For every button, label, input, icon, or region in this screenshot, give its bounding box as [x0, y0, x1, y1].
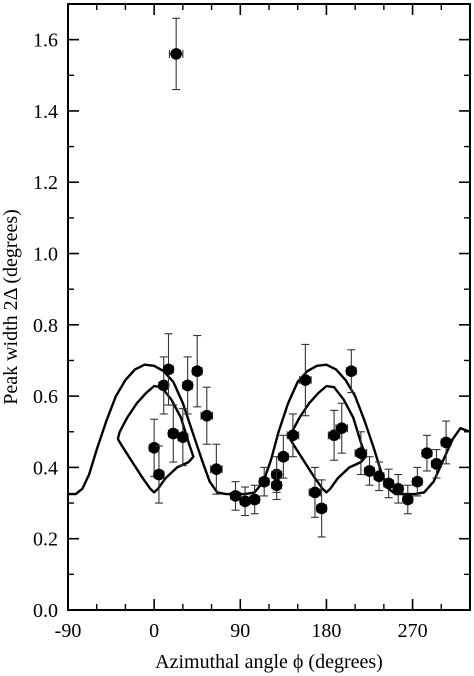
data-point [177, 408, 189, 467]
data-marker [167, 427, 180, 440]
y-tick-label: 0.2 [33, 529, 58, 551]
data-marker [277, 450, 290, 463]
data-marker [191, 365, 204, 377]
data-marker [315, 502, 328, 515]
data-marker [401, 493, 414, 506]
data-marker [258, 475, 271, 488]
data-marker [411, 475, 424, 488]
data-point [286, 413, 300, 458]
data-marker [162, 363, 175, 376]
x-tick-label: 90 [230, 620, 250, 642]
data-marker [440, 436, 452, 449]
data-marker [345, 365, 358, 377]
data-point [191, 334, 204, 408]
data-marker [421, 447, 433, 459]
data-point [181, 356, 194, 415]
data-point [315, 479, 328, 538]
model-curve-1 [116, 384, 195, 494]
data-point [411, 466, 424, 497]
y-tick-label: 1.6 [33, 30, 58, 52]
data-point [200, 386, 214, 445]
data-point [363, 456, 376, 486]
data-point [335, 402, 349, 454]
y-tick-label: 1.0 [33, 244, 58, 266]
data-point [210, 443, 223, 495]
data-marker [177, 431, 189, 443]
data-point [167, 404, 180, 463]
data-point [440, 420, 452, 465]
data-point [345, 349, 358, 394]
data-marker [229, 490, 242, 502]
data-marker [363, 465, 376, 477]
data-point [148, 418, 160, 477]
data-marker [157, 379, 170, 392]
data-marker [153, 468, 165, 481]
axis-ticks: -90 0 90 180 270 0.0 0.2 0.4 0.6 0.8 1.0 1.2 1.4 1.6 [33, 4, 470, 642]
data-marker [200, 409, 213, 422]
x-tick-label: -90 [55, 620, 82, 642]
y-tick-label: 0.0 [33, 600, 58, 622]
data-marker [181, 379, 194, 392]
y-tick-label: 0.4 [33, 457, 58, 479]
y-tick-label: 0.8 [33, 315, 58, 337]
x-tick-label: 180 [311, 620, 341, 642]
data-point [299, 343, 312, 417]
y-tick-label: 0.6 [33, 386, 58, 408]
data-point [153, 445, 165, 504]
data-marker [170, 48, 182, 60]
data-point [401, 484, 414, 515]
data-marker [148, 442, 160, 454]
data-point [258, 466, 271, 497]
model-curve-0 [68, 363, 471, 496]
data-point [421, 434, 433, 472]
data-marker [335, 422, 348, 435]
data-marker [287, 429, 299, 442]
y-tick-label: 1.2 [33, 172, 58, 194]
data-point [277, 434, 290, 479]
data-marker [270, 479, 283, 492]
data-marker [430, 458, 443, 470]
data-marker [355, 447, 367, 459]
data-marker [309, 486, 321, 499]
data-point [354, 431, 368, 476]
data-marker [382, 477, 395, 490]
x-axis-label: Azimuthal angle ϕ (degrees) [155, 651, 383, 673]
data-point [430, 449, 443, 479]
data-marker [239, 495, 251, 508]
data-point [382, 468, 395, 499]
data-marker [299, 374, 312, 386]
data-marker [248, 493, 261, 506]
data-point [162, 333, 175, 406]
data-marker [392, 483, 405, 495]
plot-area [68, 17, 471, 538]
y-tick-label: 1.4 [33, 101, 58, 123]
x-tick-label: 270 [398, 620, 428, 642]
data-point [248, 484, 261, 515]
data-point [327, 409, 341, 461]
data-point [239, 486, 251, 517]
data-point [168, 17, 184, 91]
plot-frame [67, 3, 471, 611]
data-marker [328, 429, 340, 442]
data-marker [373, 470, 385, 483]
x-tick-label: 0 [149, 620, 159, 642]
data-point [308, 466, 322, 518]
data-point [270, 470, 283, 501]
data-point [373, 461, 385, 492]
y-axis-label: Peak width 2Δ (degrees) [0, 209, 22, 405]
data-point [229, 481, 242, 511]
data-point [392, 473, 405, 504]
data-marker [210, 463, 223, 475]
